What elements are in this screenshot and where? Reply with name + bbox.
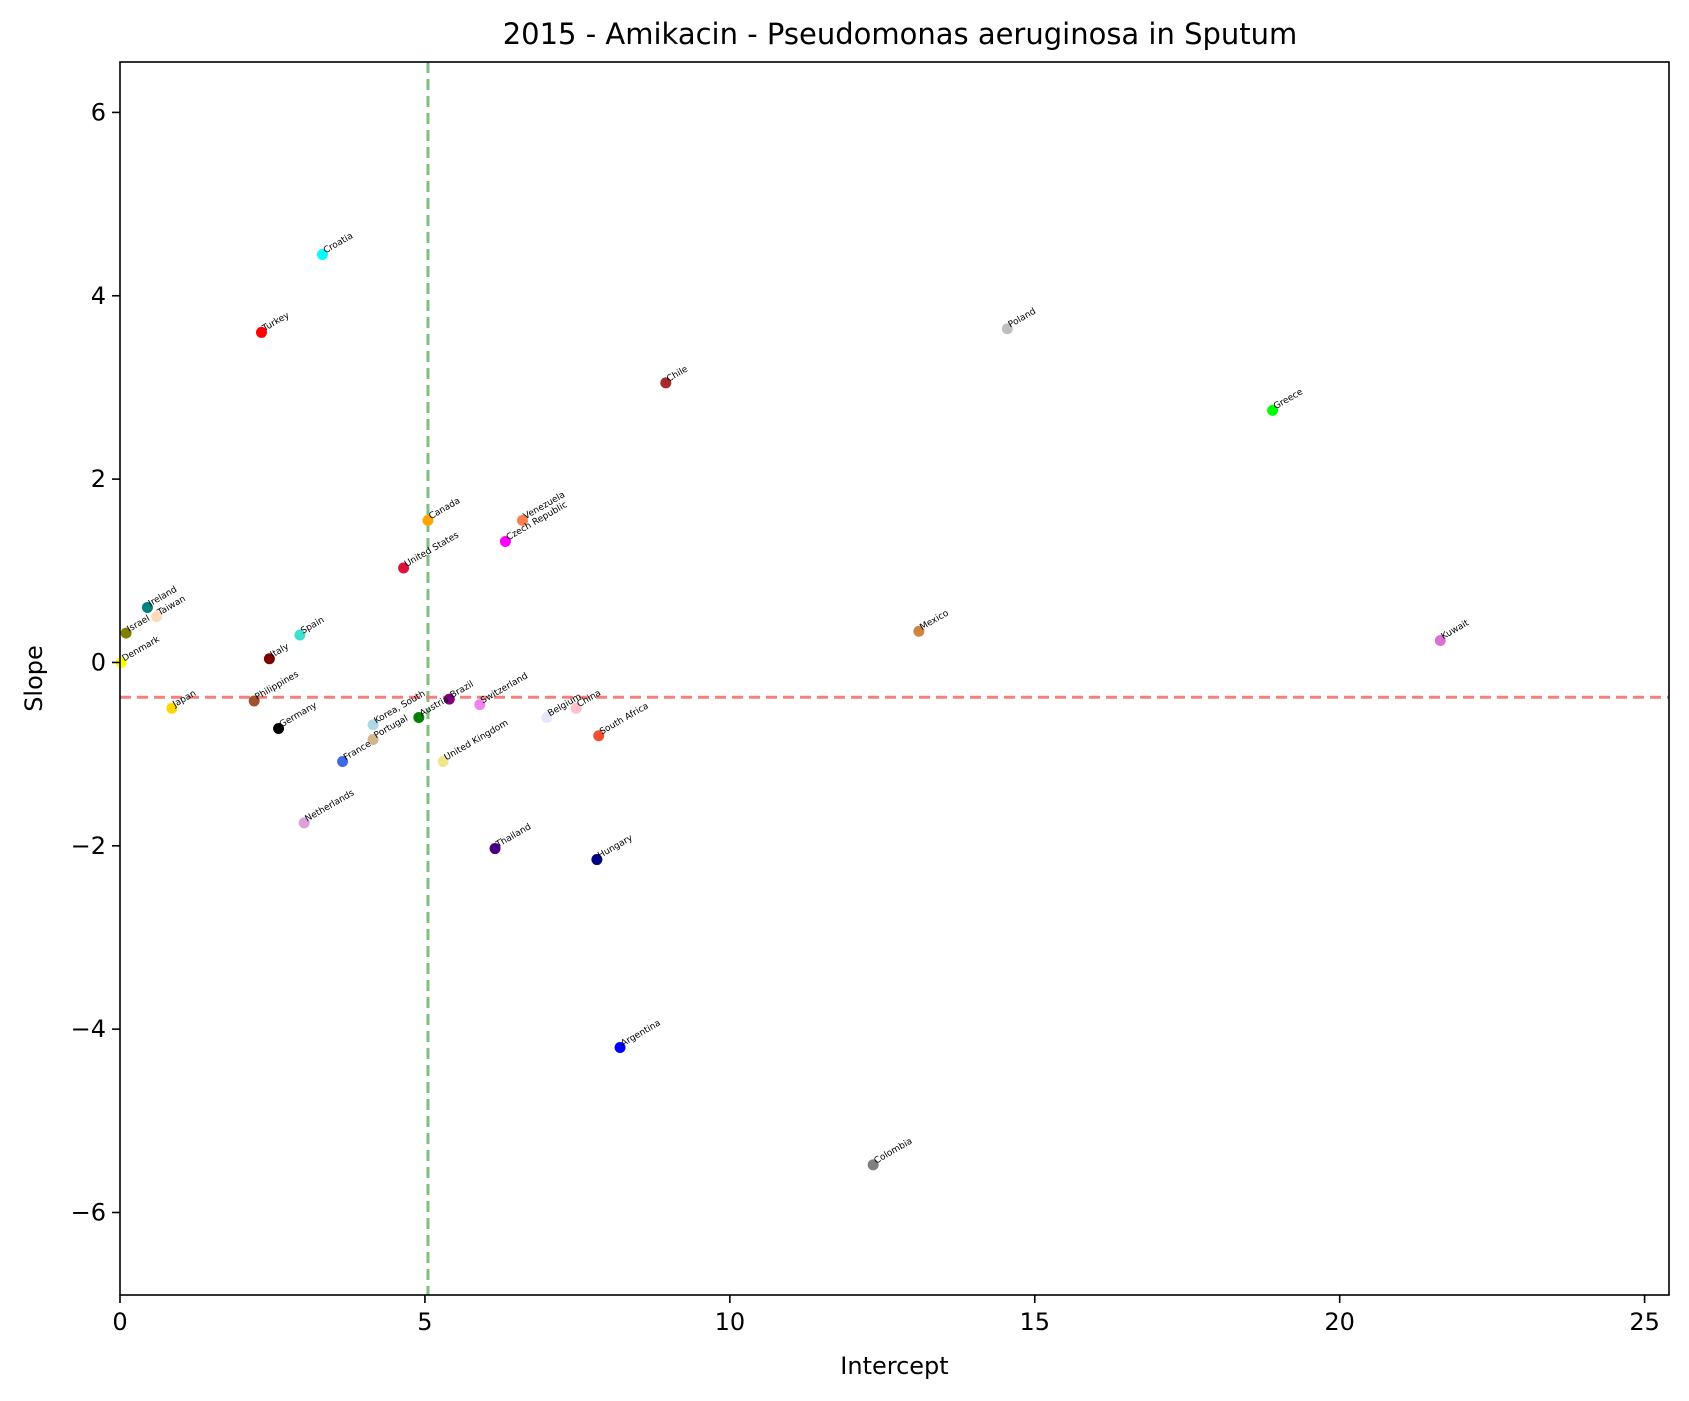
data-point [255, 326, 267, 338]
data-point [1267, 404, 1279, 416]
data-point [489, 843, 501, 855]
data-point [151, 611, 163, 623]
x-axis-ticks: 0 5 10 15 20 25 [112, 1295, 1660, 1336]
data-point [316, 249, 328, 261]
data-points [115, 249, 1446, 1171]
data-point [248, 695, 260, 707]
data-point [591, 854, 603, 866]
data-point [120, 627, 132, 639]
y-tick-label: 0 [91, 648, 106, 676]
y-tick-label: 6 [91, 98, 106, 126]
data-point [1001, 323, 1013, 335]
data-point [298, 817, 310, 829]
chart-title: 2015 - Amikacin - Pseudomonas aeruginosa… [503, 17, 1298, 51]
x-tick-label: 20 [1324, 1308, 1355, 1336]
data-point [398, 562, 410, 574]
data-point [474, 699, 486, 711]
data-point [499, 535, 511, 547]
data-point [141, 601, 153, 613]
data-point [273, 722, 285, 734]
y-tick-label: −2 [71, 832, 106, 860]
data-point [516, 514, 528, 526]
data-point [570, 702, 582, 714]
y-tick-label: −4 [71, 1015, 106, 1043]
data-point [337, 755, 349, 767]
data-point [443, 693, 455, 705]
data-point [367, 719, 379, 731]
x-axis-label: Intercept [840, 1352, 948, 1380]
data-point [294, 629, 306, 641]
y-tick-label: 2 [91, 465, 106, 493]
data-point [867, 1159, 879, 1171]
x-tick-label: 5 [417, 1308, 432, 1336]
y-axis-label: Slope [20, 645, 48, 712]
data-point [614, 1041, 626, 1053]
data-point [413, 711, 425, 723]
reference-lines [120, 62, 1669, 1295]
data-point [422, 514, 434, 526]
plot-area-frame [119, 61, 1670, 1296]
x-tick-label: 15 [1019, 1308, 1050, 1336]
data-point [541, 711, 553, 723]
y-axis-ticks: −6 −4 −2 0 2 4 6 [71, 98, 120, 1226]
data-point [367, 733, 379, 745]
y-tick-label: 4 [91, 282, 106, 310]
data-point [1434, 634, 1446, 646]
data-point [913, 625, 925, 637]
x-tick-label: 25 [1629, 1308, 1660, 1336]
data-point [437, 755, 449, 767]
data-point [166, 702, 178, 714]
data-point [115, 656, 127, 668]
x-tick-label: 0 [112, 1308, 127, 1336]
data-point [660, 377, 672, 389]
data-point [263, 653, 275, 665]
data-point [593, 730, 605, 742]
y-tick-label: −6 [71, 1198, 106, 1226]
x-tick-label: 10 [715, 1308, 746, 1336]
